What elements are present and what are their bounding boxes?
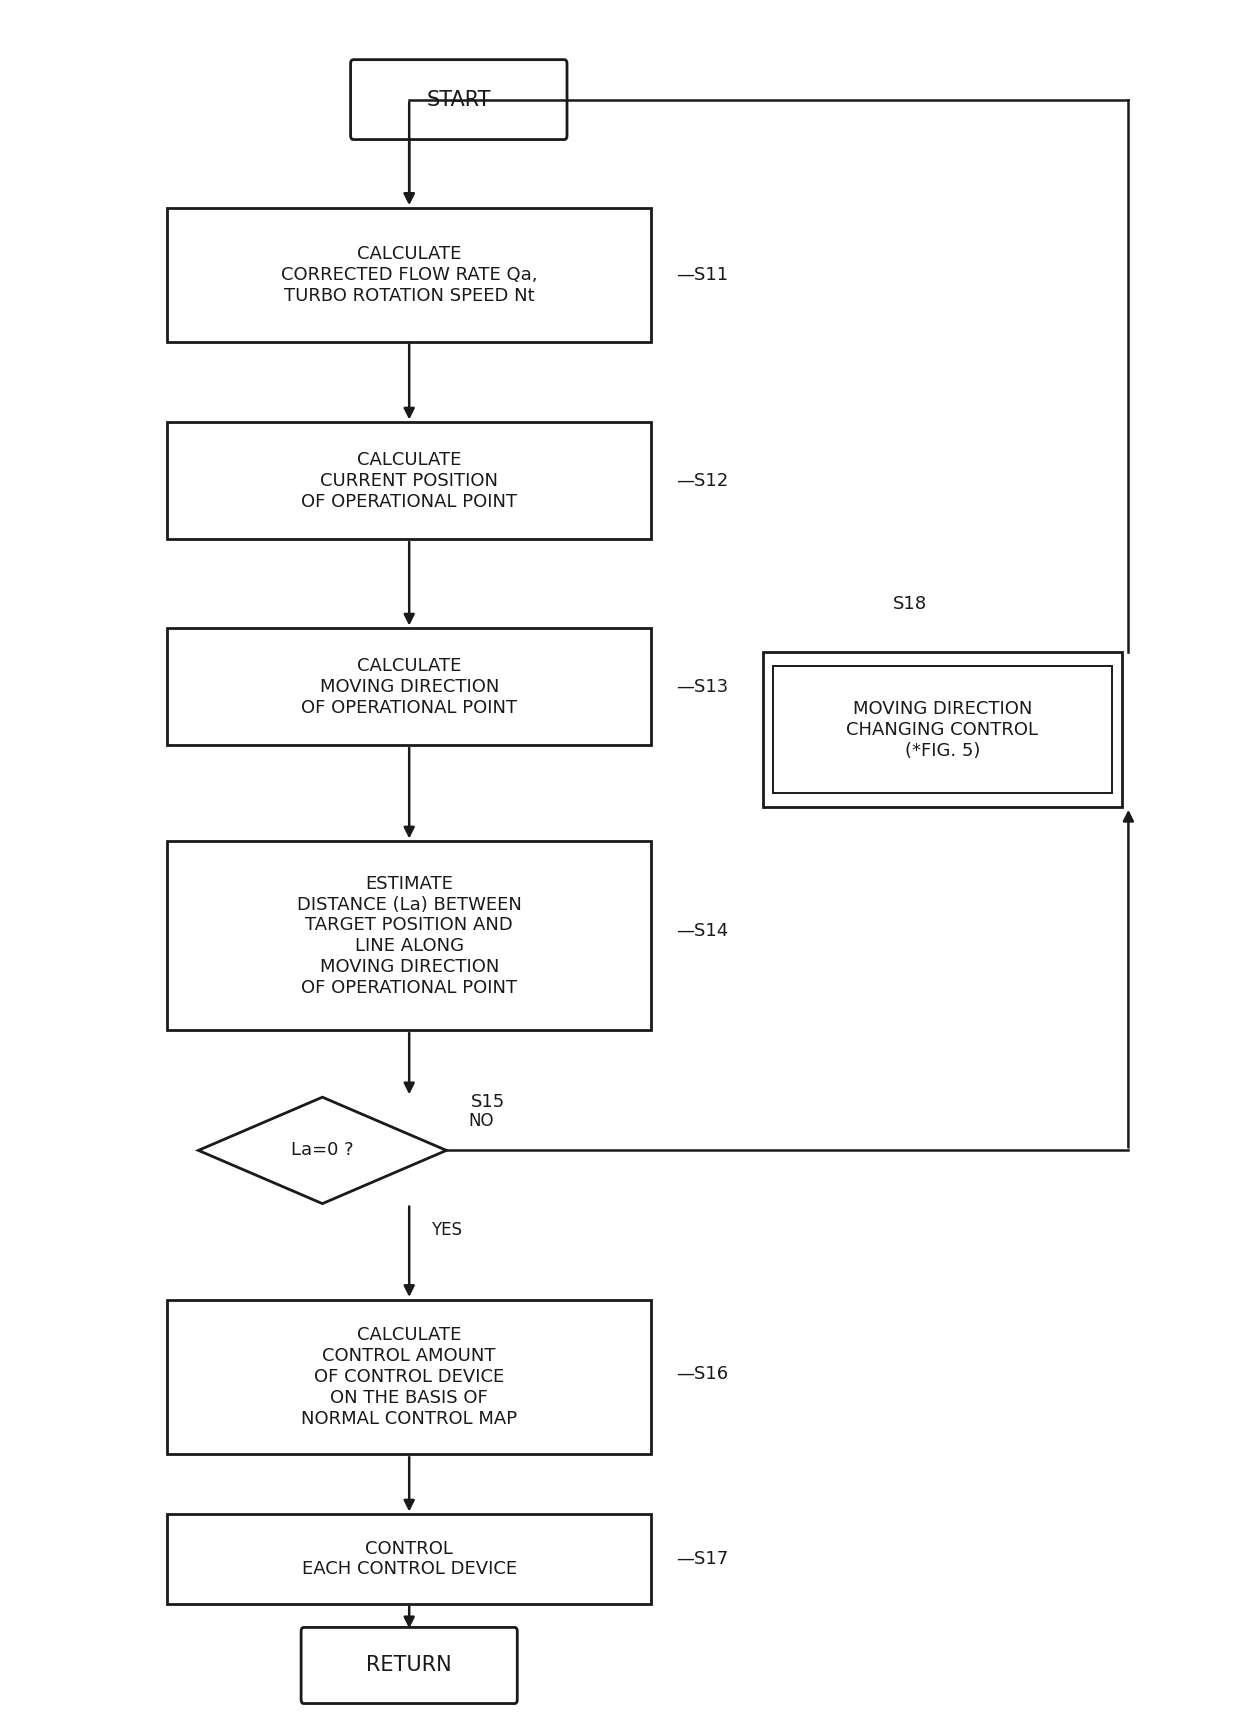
- Text: —S14: —S14: [676, 922, 728, 939]
- Text: —S12: —S12: [676, 472, 728, 489]
- Text: —S13: —S13: [676, 678, 728, 695]
- Text: YES: YES: [432, 1221, 463, 1238]
- Text: NO: NO: [469, 1113, 495, 1130]
- FancyBboxPatch shape: [301, 1628, 517, 1703]
- Polygon shape: [198, 1097, 446, 1204]
- Text: CALCULATE
CORRECTED FLOW RATE Qa,
TURBO ROTATION SPEED Nt: CALCULATE CORRECTED FLOW RATE Qa, TURBO …: [281, 246, 537, 304]
- Text: —S17: —S17: [676, 1550, 728, 1568]
- Text: MOVING DIRECTION
CHANGING CONTROL
(*FIG. 5): MOVING DIRECTION CHANGING CONTROL (*FIG.…: [847, 701, 1038, 759]
- Text: S18: S18: [893, 596, 928, 613]
- Text: La=0 ?: La=0 ?: [291, 1142, 353, 1159]
- Bar: [167, 628, 651, 745]
- Text: CALCULATE
CONTROL AMOUNT
OF CONTROL DEVICE
ON THE BASIS OF
NORMAL CONTROL MAP: CALCULATE CONTROL AMOUNT OF CONTROL DEVI…: [301, 1327, 517, 1427]
- Bar: [167, 1300, 651, 1454]
- Text: —S11: —S11: [676, 266, 728, 283]
- Text: CALCULATE
CURRENT POSITION
OF OPERATIONAL POINT: CALCULATE CURRENT POSITION OF OPERATIONA…: [301, 452, 517, 510]
- Bar: [773, 666, 1112, 793]
- Bar: [167, 841, 651, 1030]
- Bar: [763, 652, 1122, 807]
- Bar: [167, 422, 651, 539]
- Text: —S16: —S16: [676, 1365, 728, 1382]
- Text: RETURN: RETURN: [366, 1655, 453, 1676]
- Bar: [167, 208, 651, 342]
- Text: ESTIMATE
DISTANCE (La) BETWEEN
TARGET POSITION AND
LINE ALONG
MOVING DIRECTION
O: ESTIMATE DISTANCE (La) BETWEEN TARGET PO…: [296, 874, 522, 998]
- Text: CONTROL
EACH CONTROL DEVICE: CONTROL EACH CONTROL DEVICE: [301, 1540, 517, 1578]
- Text: START: START: [427, 89, 491, 110]
- FancyBboxPatch shape: [351, 60, 567, 139]
- Bar: [167, 1514, 651, 1604]
- Text: S15: S15: [471, 1094, 506, 1111]
- Text: CALCULATE
MOVING DIRECTION
OF OPERATIONAL POINT: CALCULATE MOVING DIRECTION OF OPERATIONA…: [301, 658, 517, 716]
